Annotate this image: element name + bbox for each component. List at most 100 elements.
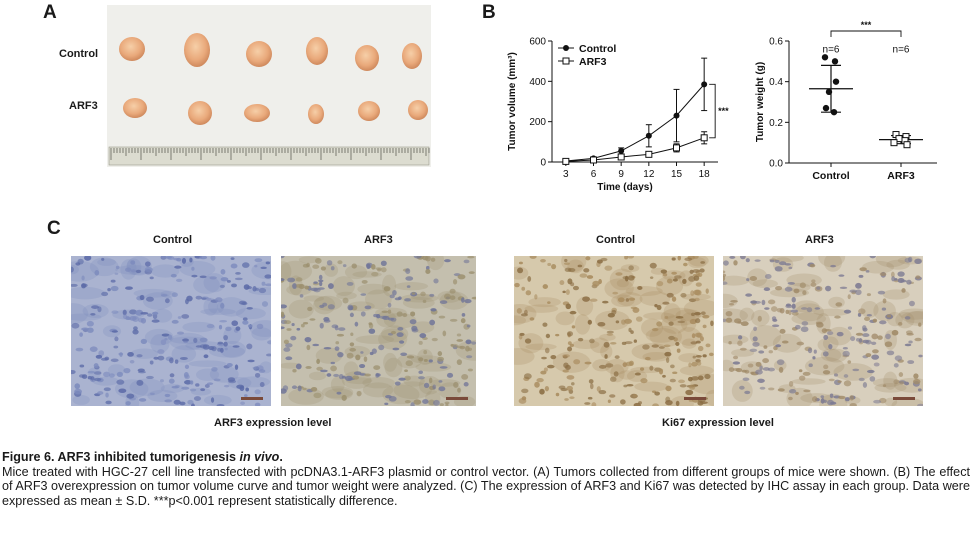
cell-nucleus	[834, 315, 841, 319]
cell-nucleus	[812, 356, 816, 360]
cell-nucleus	[342, 297, 349, 304]
volume-point-arf3	[645, 150, 653, 158]
cell-nucleus	[613, 371, 619, 377]
cell-nucleus	[688, 384, 696, 390]
cell-nucleus	[74, 388, 82, 395]
cell-nucleus	[302, 387, 307, 391]
cell-nucleus	[428, 359, 433, 363]
cell-nucleus	[671, 296, 677, 302]
cell-nucleus	[794, 324, 801, 330]
cell-nucleus	[150, 392, 155, 396]
cell-nucleus	[160, 339, 167, 346]
cell-nucleus	[364, 373, 372, 377]
cell-nucleus	[174, 359, 179, 364]
cell-nucleus	[304, 337, 312, 343]
cell-nucleus	[338, 373, 344, 380]
cell-nucleus	[913, 373, 919, 379]
tissue-texture	[905, 311, 923, 326]
cell-nucleus	[218, 324, 223, 330]
cell-nucleus	[245, 387, 249, 392]
cell-nucleus	[582, 296, 591, 302]
caption-title: Figure 6. ARF3 inhibited tumorigenesis i…	[2, 450, 970, 465]
tumor-weight-chart: 0.0 0.2 0.4 0.6 Control ARF3 *** n=6 n=6 Tumo…	[755, 20, 937, 182]
cell-nucleus	[886, 350, 895, 356]
tissue-texture	[394, 282, 429, 291]
cell-nucleus	[151, 319, 160, 323]
cell-nucleus	[110, 279, 116, 283]
cell-nucleus	[625, 298, 630, 302]
tissue-texture	[203, 273, 226, 293]
cell-nucleus	[628, 297, 636, 301]
cell-nucleus	[682, 278, 687, 284]
cell-nucleus	[122, 314, 128, 320]
cell-nucleus	[723, 270, 726, 274]
cell-nucleus	[705, 288, 709, 294]
cell-nucleus	[788, 389, 797, 394]
cell-nucleus	[671, 271, 677, 275]
cell-nucleus	[732, 361, 741, 365]
cell-nucleus	[220, 269, 226, 275]
cell-nucleus	[555, 392, 560, 397]
cell-nucleus	[671, 257, 676, 261]
ihc-label-control-ki67: Control	[596, 234, 636, 246]
cell-nucleus	[893, 379, 900, 385]
cell-nucleus	[199, 256, 208, 260]
cell-nucleus	[195, 295, 202, 300]
cell-nucleus	[842, 350, 850, 357]
cell-nucleus	[189, 380, 194, 385]
cell-nucleus	[570, 282, 575, 287]
cell-nucleus	[320, 369, 328, 373]
tissue-texture	[418, 375, 441, 395]
cell-nucleus	[855, 282, 862, 289]
cell-nucleus	[94, 270, 100, 276]
tumor	[119, 37, 145, 61]
cell-nucleus	[858, 274, 864, 278]
cell-nucleus	[829, 393, 834, 398]
tissue-texture	[822, 336, 839, 351]
tumor	[355, 45, 379, 71]
cell-nucleus	[256, 323, 264, 330]
ihc-label-control-arf3: Control	[153, 234, 193, 246]
cell-nucleus	[405, 276, 414, 281]
cell-nucleus	[217, 347, 222, 352]
tissue-texture	[723, 275, 750, 286]
cell-nucleus	[405, 268, 411, 275]
cell-nucleus	[193, 396, 202, 401]
cell-nucleus	[656, 321, 663, 327]
cell-nucleus	[649, 262, 657, 269]
cell-nucleus	[677, 320, 686, 324]
cell-nucleus	[849, 395, 854, 401]
cell-nucleus	[316, 366, 323, 371]
cell-nucleus	[572, 285, 580, 291]
cell-nucleus	[692, 355, 696, 359]
cell-nucleus	[235, 326, 241, 331]
cell-nucleus	[349, 347, 357, 352]
cell-nucleus	[755, 369, 763, 375]
cell-nucleus	[330, 365, 337, 372]
cell-nucleus	[564, 398, 569, 401]
cell-nucleus	[171, 292, 178, 298]
cell-nucleus	[617, 297, 625, 303]
tissue-texture	[604, 278, 634, 299]
cell-nucleus	[749, 348, 758, 352]
volume-point-control	[618, 147, 625, 154]
cell-nucleus	[547, 262, 552, 267]
cell-nucleus	[788, 266, 793, 270]
cell-nucleus	[833, 373, 838, 377]
tumor-photo-svg	[107, 5, 431, 167]
tissue-texture	[82, 303, 109, 319]
cell-nucleus	[767, 299, 776, 305]
cell-nucleus	[125, 401, 131, 406]
legend-label-control: Control	[579, 43, 616, 55]
cell-nucleus	[264, 283, 271, 287]
cell-nucleus	[891, 276, 896, 282]
cell-nucleus	[396, 311, 403, 317]
tissue-texture	[752, 279, 778, 289]
tumor	[402, 43, 422, 69]
ihc-ki67-control-svg	[514, 256, 714, 406]
cell-nucleus	[97, 391, 104, 395]
cell-nucleus	[899, 381, 904, 385]
cell-nucleus	[837, 380, 842, 383]
cell-nucleus	[858, 377, 865, 382]
cell-nucleus	[740, 321, 749, 327]
